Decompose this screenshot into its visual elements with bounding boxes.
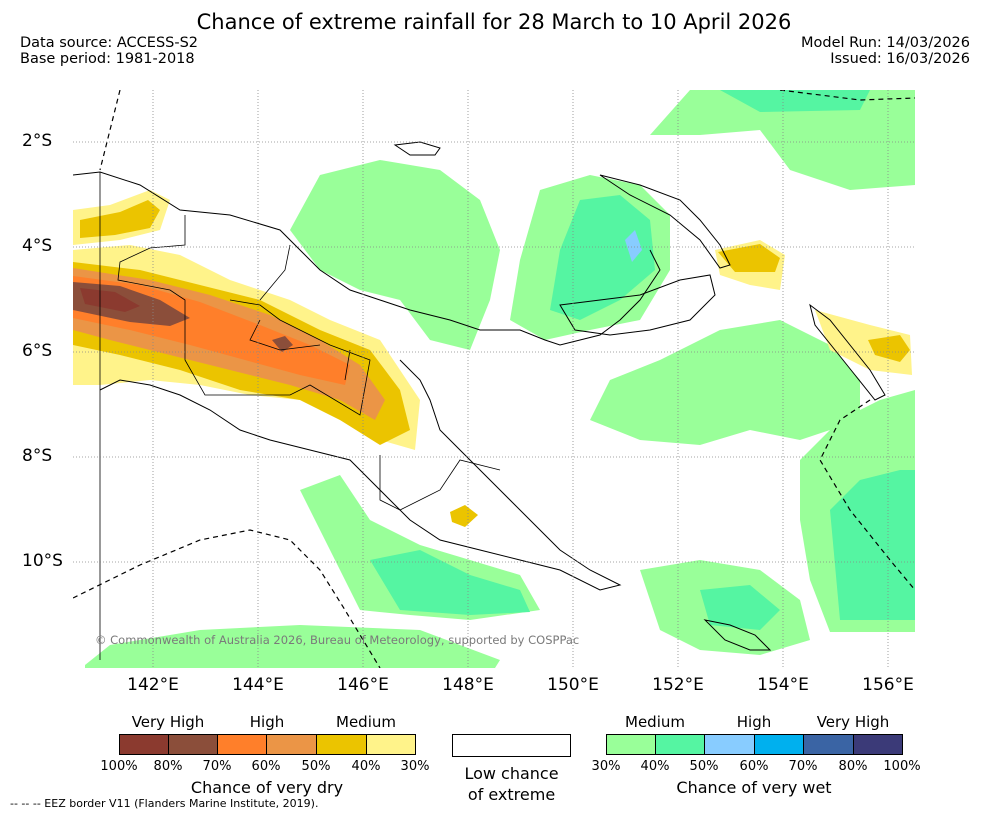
lon-label-146e: 146°E [337,675,389,695]
wet-cat-high: High [736,713,772,731]
dry-swatch-80-100 [119,734,169,755]
wet-pct-60: 60% [739,759,769,774]
dry-40-east [718,244,780,272]
dry-pct-30: 30% [400,759,430,774]
wet-medium-south [370,550,530,615]
dry-40-newireland [868,335,910,362]
dry-swatch-60-70 [217,734,267,755]
wet-swatch-70-80 [803,734,854,755]
dry-pct-40: 40% [351,759,381,774]
data-source: Data source: ACCESS-S2 [20,35,199,51]
wet-cat-medium: Medium [625,713,685,731]
wet-swatch-80-100 [853,734,903,755]
wet-region-east [590,320,860,445]
dry-legend-title: Chance of very dry [190,778,344,797]
lon-label-142e: 142°E [127,675,179,695]
dry-cat-high: High [249,713,285,731]
low-chance-line1: Low chance [464,764,559,783]
dry-pct-100: 100% [100,759,138,774]
dry-pct-80: 80% [153,759,183,774]
wet-swatch-50-60 [704,734,755,755]
solomon-coastline [703,619,772,651]
copyright-credit: © Commonwealth of Australia 2026, Bureau… [95,633,580,647]
eez-footnote: -- -- -- EEZ border V11 (Flanders Marine… [10,797,319,810]
wet-legend-title: Chance of very wet [676,778,832,797]
lon-label-152e: 152°E [652,675,704,695]
wet-region-southwest [85,625,500,668]
meta-right: Model Run: 14/03/2026 Issued: 16/03/2026 [801,35,970,67]
wet-pct-70: 70% [788,759,818,774]
wet-region-central [290,160,500,350]
lat-label-4s: 4°S [22,236,53,256]
new-ireland-coastline [599,174,731,269]
low-chance-line2: of extreme [467,785,556,804]
wet-region-north [650,90,915,190]
wet-medium-solomon [830,470,915,620]
provincial-borders [99,172,501,660]
rainfall-map [73,90,915,668]
dry-40-spot [450,505,478,527]
dry-80-core [80,288,140,312]
base-period: Base period: 1981-2018 [20,51,195,67]
wet-pct-100: 100% [883,759,921,774]
lon-label-156e: 156°E [862,675,914,695]
wet-medium-north [720,90,870,112]
lat-label-6s: 6°S [22,341,53,361]
low-chance-swatch [452,734,571,757]
lat-label-10s: 10°S [22,551,63,571]
manus-coastline [393,141,441,156]
dry-pct-60: 60% [251,759,281,774]
chart-title: Chance of extreme rainfall for 28 March … [196,10,792,34]
dry-swatch-50-60 [266,734,317,755]
eez-border-west [73,90,381,668]
dry-swatch-70-80 [168,734,218,755]
wet-high-spot [625,230,642,262]
dry-70-spot [272,336,293,352]
wet-swatch-30-40 [606,734,656,755]
issued-date: Issued: 16/03/2026 [830,51,970,67]
wet-swatch-40-50 [655,734,705,755]
dry-pct-70: 70% [202,759,232,774]
gridlines [73,90,915,668]
meta-left: Data source: ACCESS-S2 Base period: 1981… [20,35,198,67]
wet-medium-southeast [700,585,780,630]
lon-label-150e: 150°E [547,675,599,695]
dry-30-newireland [815,310,912,375]
wet-cat-very-high: Very High [816,713,890,731]
new-britain-coastline [559,274,716,336]
dry-cat-medium: Medium [336,713,396,731]
wet-pct-30: 30% [591,759,621,774]
dry-pct-50: 50% [301,759,331,774]
wet-pct-50: 50% [689,759,719,774]
wet-swatch-60-70 [754,734,804,755]
lat-label-2s: 2°S [22,131,53,151]
dry-swatch-30-40 [366,734,416,755]
eez-border-east [779,90,915,591]
bougainville-coastline [809,303,886,401]
low-chance-label: Low chance of extreme [452,763,571,805]
wet-pct-40: 40% [640,759,670,774]
lon-label-154e: 154°E [757,675,809,695]
lat-label-8s: 8°S [22,446,53,466]
wet-medium-bismarck [550,195,655,320]
lon-label-148e: 148°E [442,675,494,695]
dry-swatch-40-50 [316,734,367,755]
model-run: Model Run: 14/03/2026 [800,35,970,51]
lon-label-144e: 144°E [232,675,284,695]
wet-pct-80: 80% [838,759,868,774]
dry-cat-very-high: Very High [131,713,205,731]
